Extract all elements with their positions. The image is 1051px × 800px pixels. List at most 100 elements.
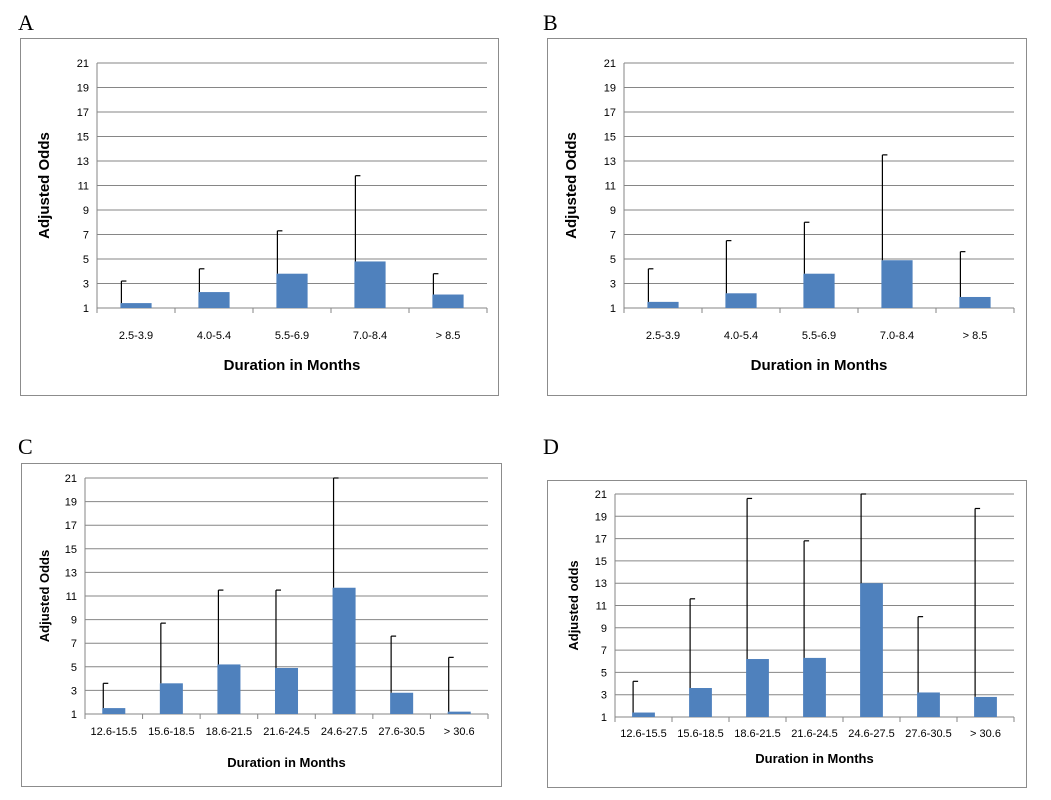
y-tick-label: 21 [65,473,77,485]
x-axis-title: Duration in Months [224,357,361,374]
x-tick-label: 4.0-5.4 [724,330,758,342]
y-tick-label: 3 [610,279,616,291]
x-tick-label: 4.0-5.4 [197,330,231,342]
bar [647,301,679,308]
y-axis-title: Adjusted odds [566,560,581,650]
bar [881,260,913,308]
chart-c-frame: 1 3 5 7 9 11 13 15 17 19 21 12.6-15.5 15.6-18.5 18.6-… [21,463,502,787]
panel-label-d: D [543,434,559,459]
bar [803,657,826,717]
bar [959,296,991,308]
x-tick-label: 18.6-21.5 [206,726,252,738]
x-tick-label: 21.6-24.5 [791,728,837,740]
x-tick-label: 2.5-3.9 [646,330,680,342]
bar [274,667,299,714]
y-tick-label: 11 [66,591,77,603]
bar [447,711,471,714]
bar [689,688,712,717]
y-tick-label: 21 [595,489,607,501]
y-axis-title: Adjusted Odds [563,132,580,239]
bar [632,712,655,717]
y-tick-label: 5 [601,667,607,679]
y-tick-label: 1 [83,303,89,315]
y-tick-label: 7 [83,230,89,242]
x-tick-label: 15.6-18.5 [677,728,723,740]
y-tick-label: 13 [77,156,89,168]
bar [198,292,230,308]
y-tick-label: 17 [604,107,616,119]
x-tick-label: 18.6-21.5 [734,728,780,740]
y-tick-label: 19 [604,83,616,95]
y-tick-label: 9 [601,623,607,635]
x-tick-label: 2.5-3.9 [119,330,153,342]
y-tick-label: 19 [595,511,607,523]
bar [432,294,464,308]
x-axis-title: Duration in Months [751,357,888,374]
panel-label-a: A [18,10,34,35]
y-tick-label: 15 [65,544,77,556]
y-tick-label: 9 [610,205,616,217]
x-tick-label: > 8.5 [436,330,461,342]
y-tick-label: 1 [610,303,616,315]
y-tick-label: 13 [595,578,607,590]
y-tick-label: 19 [77,83,89,95]
x-tick-label: 7.0-8.4 [880,330,914,342]
y-tick-label: 13 [65,567,77,579]
x-axis-title: Duration in Months [227,755,345,770]
y-tick-label: 7 [71,638,77,650]
y-tick-label: 11 [605,181,616,193]
bar [332,587,356,714]
y-tick-label: 19 [65,497,77,509]
chart-b-frame: 1 3 5 7 9 11 13 15 17 19 21 2.5-3.9 4.0-5.4 5.5-6.9 7.… [547,38,1027,396]
y-tick-label: 7 [601,645,607,657]
y-tick-label: 1 [601,712,607,724]
y-tick-label: 21 [77,58,89,70]
bar [217,664,241,714]
y-tick-label: 13 [604,156,616,168]
chart-a-frame: 1 3 5 7 9 11 13 15 17 19 21 2.5-3.9 4.0-5.4 5.5-6.9 7.… [20,38,499,396]
x-tick-label: 7.0-8.4 [353,330,387,342]
x-tick-label: 15.6-18.5 [148,726,194,738]
y-tick-label: 5 [71,662,77,674]
y-tick-label: 21 [604,58,616,70]
y-tick-label: 17 [595,534,607,546]
y-tick-label: 15 [595,556,607,568]
x-tick-label: 5.5-6.9 [275,330,309,342]
x-tick-label: > 30.6 [444,726,475,738]
bar [120,303,152,308]
y-tick-label: 9 [83,205,89,217]
y-tick-label: 17 [65,520,77,532]
bar [354,261,386,308]
y-tick-label: 11 [596,601,607,613]
x-tick-label: 27.6-30.5 [378,726,424,738]
bar [803,273,835,308]
bar [725,293,757,308]
x-axis-title: Duration in Months [755,751,873,766]
y-tick-label: 1 [71,709,77,721]
y-tick-label: 15 [604,132,616,144]
x-tick-label: 12.6-15.5 [91,726,137,738]
bar [390,692,414,714]
bar [159,683,183,714]
y-tick-label: 11 [78,181,89,193]
y-tick-label: 5 [83,254,89,266]
x-tick-label: 12.6-15.5 [620,728,666,740]
x-tick-label: 24.6-27.5 [848,728,894,740]
y-tick-label: 15 [77,132,89,144]
y-axis-title: Adjusted Odds [36,132,53,239]
y-tick-label: 3 [601,690,607,702]
y-axis-title: Adjusted Odds [37,550,52,642]
bar [974,696,997,717]
y-tick-label: 3 [83,279,89,291]
y-tick-label: 7 [610,230,616,242]
y-tick-label: 5 [610,254,616,266]
bar [917,692,940,717]
bar [860,583,883,717]
x-tick-label: 5.5-6.9 [802,330,836,342]
chart-d-frame: 1 3 5 7 9 11 13 15 17 19 21 12.6-15.5 15.6-18.5 18.6-… [547,480,1027,788]
panel-label-b: B [543,10,558,35]
x-tick-label: > 8.5 [963,330,988,342]
